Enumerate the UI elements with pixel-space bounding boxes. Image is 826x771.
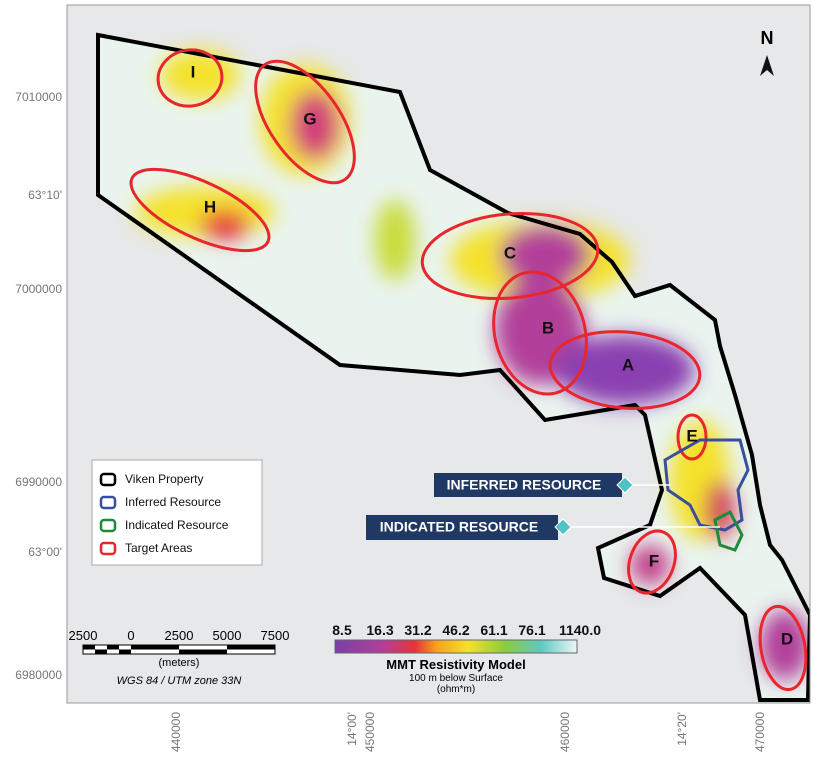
x-axis-label: 450000 <box>363 712 377 752</box>
color-bar: 8.5 16.3 31.2 46.2 61.1 76.1 1140.0 MMT Resist… <box>332 622 601 695</box>
scale-bar: 2500 0 2500 5000 7500 (meters) WGS 84 / UTM … <box>69 628 290 687</box>
scale-tick: 0 <box>127 628 134 643</box>
color-ramp <box>334 639 578 654</box>
color-bar-tick: 16.3 <box>366 622 393 638</box>
color-bar-subtitle: 100 m below Surface <box>409 673 503 684</box>
callouts: INFERRED RESOURCE INDICATED RESOURCE <box>366 473 720 540</box>
color-bar-tick: 61.1 <box>480 622 507 638</box>
callout-inferred: INFERRED RESOURCE <box>447 477 602 493</box>
x-axis-label: 14°00' <box>345 712 359 746</box>
color-bar-tick: 8.5 <box>332 622 352 638</box>
y-axis-label: 6980000 <box>15 668 62 682</box>
color-bar-unit: (ohm*m) <box>437 684 475 695</box>
color-bar-tick: 31.2 <box>404 622 431 638</box>
legend-label: Target Areas <box>125 541 192 555</box>
north-arrow <box>760 55 774 76</box>
scale-tick: 5000 <box>213 628 242 643</box>
x-axis-label: 470000 <box>753 712 767 752</box>
target-label: C <box>504 243 516 262</box>
target-label: D <box>781 629 793 648</box>
legend-label: Inferred Resource <box>125 495 221 509</box>
map-frame <box>66 4 811 704</box>
y-axis-label: 63°10' <box>28 188 62 202</box>
color-bar-title: MMT Resistivity Model <box>386 657 525 672</box>
target-label: B <box>542 318 554 337</box>
map-area: I G H C B A E F D <box>67 5 810 703</box>
x-axis-label: 440000 <box>169 712 183 752</box>
target-label: H <box>204 197 216 216</box>
target-label: F <box>649 551 659 570</box>
color-bar-tick: 46.2 <box>442 622 469 638</box>
target-label: A <box>622 355 634 374</box>
x-axis-label: 460000 <box>558 712 572 752</box>
y-axis-label: 6990000 <box>15 475 62 489</box>
legend-label: Viken Property <box>125 472 204 486</box>
projection: WGS 84 / UTM zone 33N <box>117 675 242 687</box>
color-bar-tick: 76.1 <box>518 622 545 638</box>
callout-box <box>366 515 558 540</box>
callout-box <box>434 473 622 497</box>
north-label: N <box>761 28 774 48</box>
target-label: G <box>303 109 316 128</box>
y-axis-label: 7010000 <box>15 90 62 104</box>
scale-unit: (meters) <box>159 657 200 669</box>
indicated-resource <box>713 509 744 552</box>
y-axis-label: 7000000 <box>15 282 62 296</box>
target-areas <box>129 48 808 692</box>
legend-label: Indicated Resource <box>125 518 229 532</box>
scale-tick: 7500 <box>261 628 290 643</box>
target-label: I <box>191 62 196 81</box>
color-bar-tick: 1140.0 <box>559 622 601 638</box>
scale-tick: 2500 <box>69 628 98 643</box>
property-boundary <box>96 32 810 702</box>
legend-box <box>91 459 263 566</box>
x-axis-label: 14°20' <box>675 712 689 746</box>
inferred-resource <box>663 438 750 532</box>
legend: Viken Property Inferred Resource Indicat… <box>91 459 263 566</box>
target-label: E <box>686 426 697 445</box>
scale-tick: 2500 <box>165 628 194 643</box>
y-axis-label: 63°00' <box>28 545 62 559</box>
callout-indicated: INDICATED RESOURCE <box>380 519 538 535</box>
